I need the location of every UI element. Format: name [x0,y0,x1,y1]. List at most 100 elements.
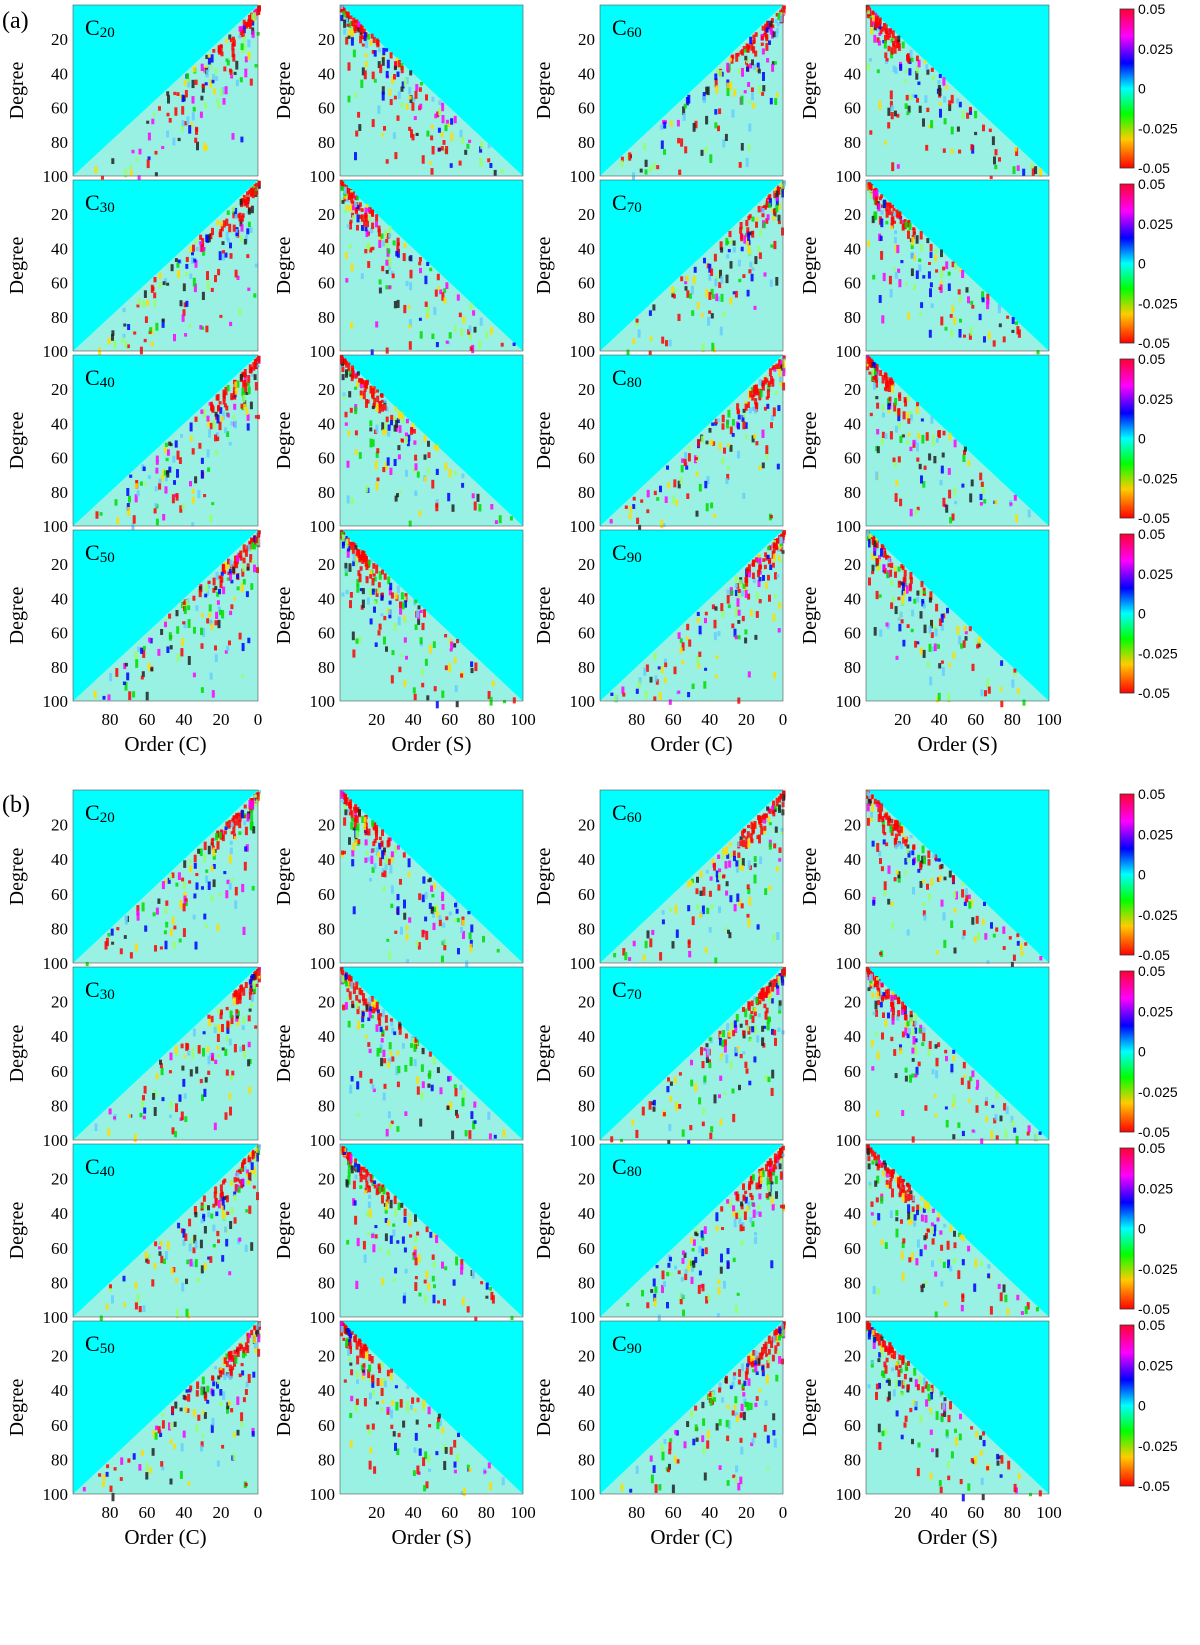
coefficient-mark [232,206,236,212]
coefficient-mark [355,815,359,824]
coefficient-mark [448,911,452,916]
coefficient-mark [382,1009,385,1018]
coefficient-mark [904,1014,908,1021]
y-tick-label: 80 [51,133,68,152]
coefficient-mark [389,1018,393,1022]
coefficient-mark [124,662,128,667]
coefficient-mark [207,467,211,472]
coefficient-mark [155,460,159,465]
coefficient-mark [367,857,371,862]
y-tick-label: 60 [578,274,595,293]
coefficient-mark [169,1052,173,1061]
coefficient-mark [897,414,901,422]
coefficient-mark [1013,494,1017,501]
coefficient-mark [719,269,722,279]
coefficient-mark [881,26,885,32]
y-tick-label: 80 [51,483,68,502]
coefficient-mark [162,281,166,286]
coefficient-mark [762,558,766,562]
coefficient-mark [778,359,782,364]
coefficient-mark [752,40,756,45]
coefficient-mark [732,1209,736,1217]
coefficient-mark [343,360,347,365]
coefficient-mark [768,842,772,850]
coefficient-mark [183,606,187,614]
coefficient-mark [473,1101,477,1108]
coefficient-mark [350,36,354,46]
coefficient-mark [205,145,209,151]
coefficient-mark [342,395,346,400]
coefficient-mark [241,1162,244,1168]
coefficient-mark [950,920,954,929]
coefficient-mark [241,1178,245,1185]
coefficient-mark [764,1011,768,1020]
coefficient-mark [364,557,368,564]
coefficient-mark [898,623,902,632]
coefficient-mark [226,563,230,570]
coefficient-mark [871,215,875,224]
coefficient-mark [897,43,901,52]
coefficient-mark [651,929,655,935]
coefficient-mark [979,502,983,506]
coefficient-mark [441,102,445,112]
coefficient-mark [763,272,767,277]
coefficient-mark [692,275,696,285]
coefficient-mark [381,1277,385,1286]
coefficient-mark [407,858,411,868]
coefficient-mark [696,904,700,910]
row-label: C30 [85,977,115,1003]
coefficient-mark [881,997,884,1002]
coefficient-mark [725,237,729,246]
coefficient-mark [345,278,349,283]
coefficient-mark [892,65,896,73]
y-tick-label: 20 [844,205,861,224]
coefficient-triangle [866,355,1049,526]
coefficient-mark [890,112,894,120]
coefficient-mark [708,1062,712,1069]
coefficient-mark [714,122,718,129]
coefficient-mark [953,908,957,913]
coefficient-mark [129,952,133,959]
coefficient-mark [901,1007,905,1012]
y-tick-label: 80 [578,133,595,152]
coefficient-mark [894,271,898,279]
map-frame [599,4,784,177]
coefficient-mark [393,1031,397,1036]
coefficient-mark [961,882,965,886]
coefficient-mark [666,1086,670,1093]
coefficient-mark [384,1233,388,1242]
coefficient-mark [729,1061,733,1070]
coefficient-mark [749,36,753,45]
coefficient-mark [375,835,378,840]
coefficient-mark [771,64,775,72]
coefficient-mark [620,160,624,168]
coefficient-mark [875,590,879,600]
coefficient-mark [769,980,773,984]
y-axis-label: Degree [533,237,555,295]
coefficient-mark [775,540,778,550]
coefficient-mark [201,1094,204,1102]
coefficient-mark [107,337,111,345]
coefficient-mark [917,1061,921,1067]
coefficient-mark [345,197,349,202]
coefficient-mark [684,452,687,459]
coefficient-mark [207,580,211,584]
coefficient-mark [393,1195,397,1205]
coefficient-mark [727,466,730,471]
coefficient-mark [918,264,922,272]
coefficient-mark [719,326,723,336]
coefficient-mark [367,1231,371,1236]
y-tick-label: 20 [318,205,335,224]
coefficient-mark [160,629,164,635]
coefficient-mark [878,32,882,36]
coefficient-mark [662,1112,666,1117]
coefficient-mark [352,842,356,851]
coefficient-mark [253,1173,257,1178]
coefficient-mark [769,20,773,27]
coefficient-mark [251,13,255,20]
coefficient-mark [735,1212,739,1220]
coefficient-mark [180,1111,184,1121]
coefficient-mark [408,324,412,329]
coefficient-mark [417,619,421,625]
coefficient-mark [364,839,368,846]
